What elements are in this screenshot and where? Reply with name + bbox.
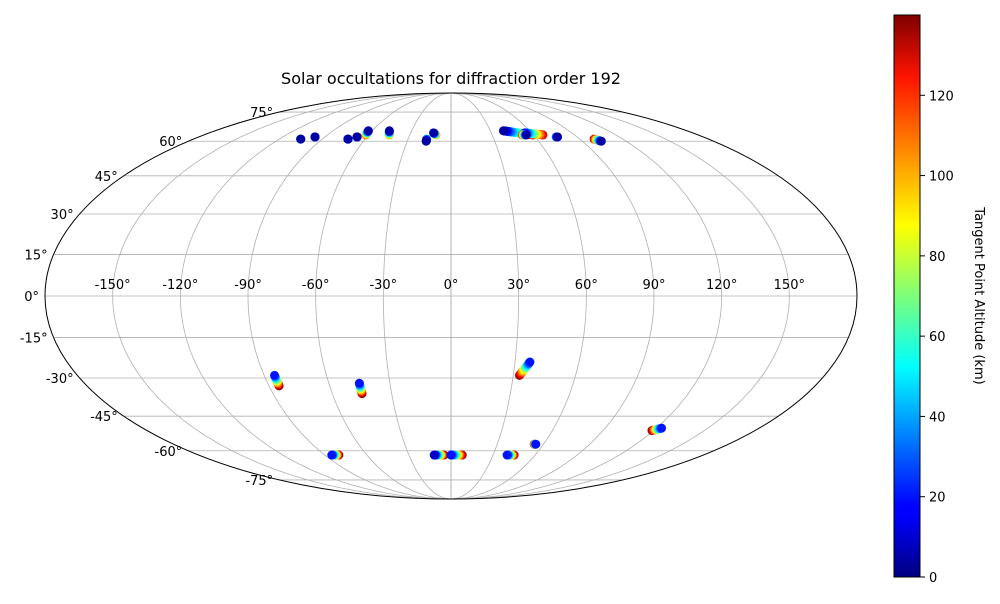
colorbar-tick-label: 100 [929,170,954,185]
occultation-point [521,130,531,140]
latitude-tick-label: -30° [46,372,74,387]
longitude-tick-label: 60° [575,278,598,293]
occultation-point [327,450,337,460]
map-boundary [44,92,858,500]
meridian-line [382,93,452,499]
latitude-tick-label: -75° [245,474,273,489]
longitude-tick-label: 90° [642,278,665,293]
meridian-line [179,93,452,499]
occultation-point [446,450,456,460]
occultation-point [596,136,606,146]
meridian-line [450,93,520,499]
longitude-tick-labels: -150° -120° -90° -60° -30° 0° 30° 60° 90° 120° 150… [95,278,805,293]
meridian-line [450,93,790,499]
longitude-tick-label: 150° [774,278,805,293]
occultation-point [502,450,512,460]
longitude-tick-label: -150° [95,278,131,293]
meridian-line [450,93,723,499]
latitude-tick-label: -15° [20,332,48,347]
occultation-point [531,439,541,449]
occultation-point [429,450,439,460]
meridian-line [450,93,587,499]
meridian-line [315,93,452,499]
colorbar-tick-label: 120 [929,89,954,104]
occultation-point [363,126,373,136]
longitude-tick-label: 30° [507,278,530,293]
colorbar-tick-label: 60 [929,330,946,345]
colorbar: 0 20 40 60 80 100 120 Tangent Point Altitude (… [893,14,986,586]
occultation-point [429,128,439,138]
latitude-tick-label: -45° [90,410,118,425]
latitude-tick-label: 45° [95,170,118,185]
colorbar-label: Tangent Point Altitude (km) [971,206,986,384]
occultation-point [553,132,563,142]
occultation-point [384,126,394,136]
colorbar-tick-label: 20 [929,491,946,506]
meridian-line [450,93,655,499]
colorbar-tick-label: 80 [929,250,946,265]
occultation-point [296,134,306,144]
occultation-point [352,132,362,142]
chart-title: Solar occultations for diffraction order… [281,69,621,88]
occultation-point [657,423,667,433]
occultation-point [310,132,320,142]
occultation-point [354,378,364,388]
meridian-line [247,93,452,499]
colorbar-tick-label: 0 [929,571,937,586]
longitude-tick-label: -60° [302,278,330,293]
colorbar-ticks: 0 20 40 60 80 100 120 [920,89,954,586]
occultation-point [270,370,280,380]
latitude-tick-labels: -75° -60° -45° -30° -15° 0° 15° 30° 45° 60° 75° [20,106,273,489]
latitude-tick-label: -60° [155,445,183,460]
meridian-line [112,93,452,499]
colorbar-tick-label: 40 [929,410,946,425]
longitude-tick-label: -90° [234,278,262,293]
longitude-tick-label: 120° [706,278,737,293]
latitude-tick-label: 30° [51,208,74,223]
longitude-tick-label: 0° [444,278,459,293]
graticule [45,93,857,499]
latitude-tick-label: 15° [25,248,48,263]
occultation-point [421,136,431,146]
latitude-tick-label: 60° [159,135,182,150]
latitude-tick-label: 75° [250,106,273,121]
occultation-point [525,357,535,367]
occultation-point [498,126,508,136]
longitude-tick-label: -30° [369,278,397,293]
occultation-points [270,126,667,460]
colorbar-gradient [893,14,921,578]
latitude-tick-label: 0° [24,290,39,305]
occultation-point [343,134,353,144]
longitude-tick-label: -120° [162,278,198,293]
